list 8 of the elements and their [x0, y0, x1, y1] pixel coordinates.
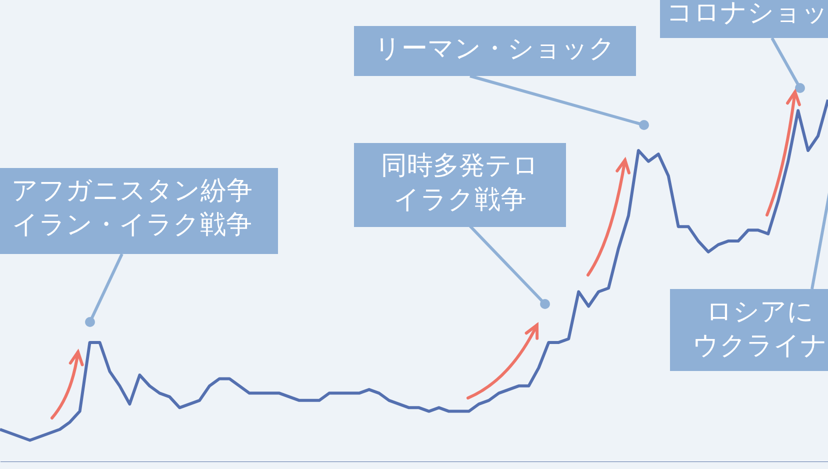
annotation: ロシアに	[705, 296, 815, 329]
annotation: 同時多発テロ	[380, 150, 540, 183]
annotation: イラク戦争	[392, 184, 528, 217]
text: リーマン・ショック	[374, 33, 616, 66]
text: コロナショッ	[666, 0, 828, 30]
annotation: イラン・イラク戦争	[11, 209, 253, 242]
annotation: ウクライナ	[692, 330, 828, 363]
annotation: アフガニスタン紛争	[10, 175, 254, 208]
